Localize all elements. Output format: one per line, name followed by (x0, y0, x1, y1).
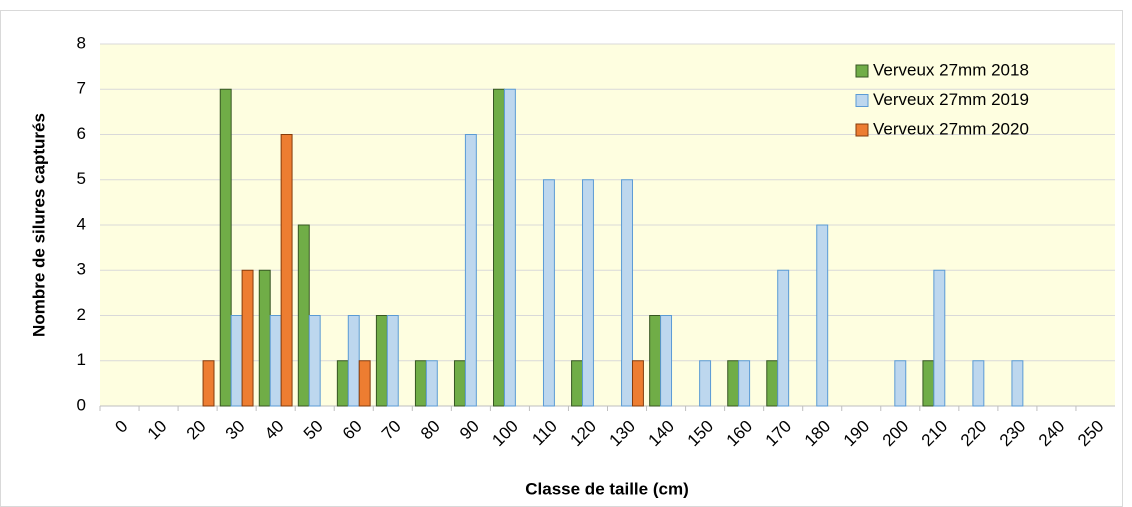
y-tick-label: 7 (77, 79, 86, 98)
legend-swatch (855, 123, 869, 137)
bar (503, 88, 516, 407)
bar (972, 360, 985, 407)
bar (631, 360, 644, 407)
bar (375, 315, 388, 407)
y-tick-label: 0 (77, 395, 86, 414)
y-axis-title: Nombre de silures capturés (29, 113, 48, 337)
bar (777, 269, 790, 407)
y-tick-label: 1 (77, 350, 86, 369)
bar (414, 360, 427, 407)
bar (1011, 360, 1024, 407)
y-tick-label: 2 (77, 305, 86, 324)
bar (582, 179, 594, 407)
bar (230, 315, 243, 407)
bar (493, 88, 505, 407)
y-tick-label: 3 (77, 260, 86, 279)
bar (241, 269, 254, 407)
bar (727, 360, 740, 407)
y-tick-label: 6 (77, 124, 86, 143)
bar (699, 360, 712, 407)
bar (297, 224, 310, 407)
x-axis-title: Classe de taille (cm) (525, 479, 688, 498)
bar (571, 360, 584, 407)
bar (453, 360, 466, 407)
bar (386, 315, 399, 407)
bar (425, 360, 438, 407)
bar (542, 179, 555, 407)
legend-swatch (855, 64, 869, 78)
bar (347, 315, 360, 407)
bar (280, 134, 293, 407)
bar (766, 360, 779, 407)
bar (464, 134, 477, 407)
bar (922, 360, 935, 407)
bar (649, 315, 662, 407)
bar (738, 360, 751, 407)
bar (933, 269, 946, 407)
bar (816, 224, 829, 407)
bar (660, 315, 673, 407)
bar (621, 179, 633, 407)
y-tick-label: 4 (77, 214, 86, 233)
legend-label: Verveux 27mm 2019 (873, 90, 1029, 109)
legend-label: Verveux 27mm 2020 (873, 119, 1029, 138)
bar (308, 315, 321, 407)
bar (219, 88, 232, 407)
y-tick-label: 8 (77, 33, 86, 52)
bar (336, 360, 349, 407)
bar (358, 360, 371, 407)
legend-swatch (855, 94, 869, 107)
bar (258, 269, 271, 407)
bar (202, 360, 215, 407)
bar (269, 315, 282, 407)
legend-label: Verveux 27mm 2018 (873, 60, 1029, 79)
y-tick-label: 5 (77, 169, 86, 188)
bar (894, 360, 907, 407)
